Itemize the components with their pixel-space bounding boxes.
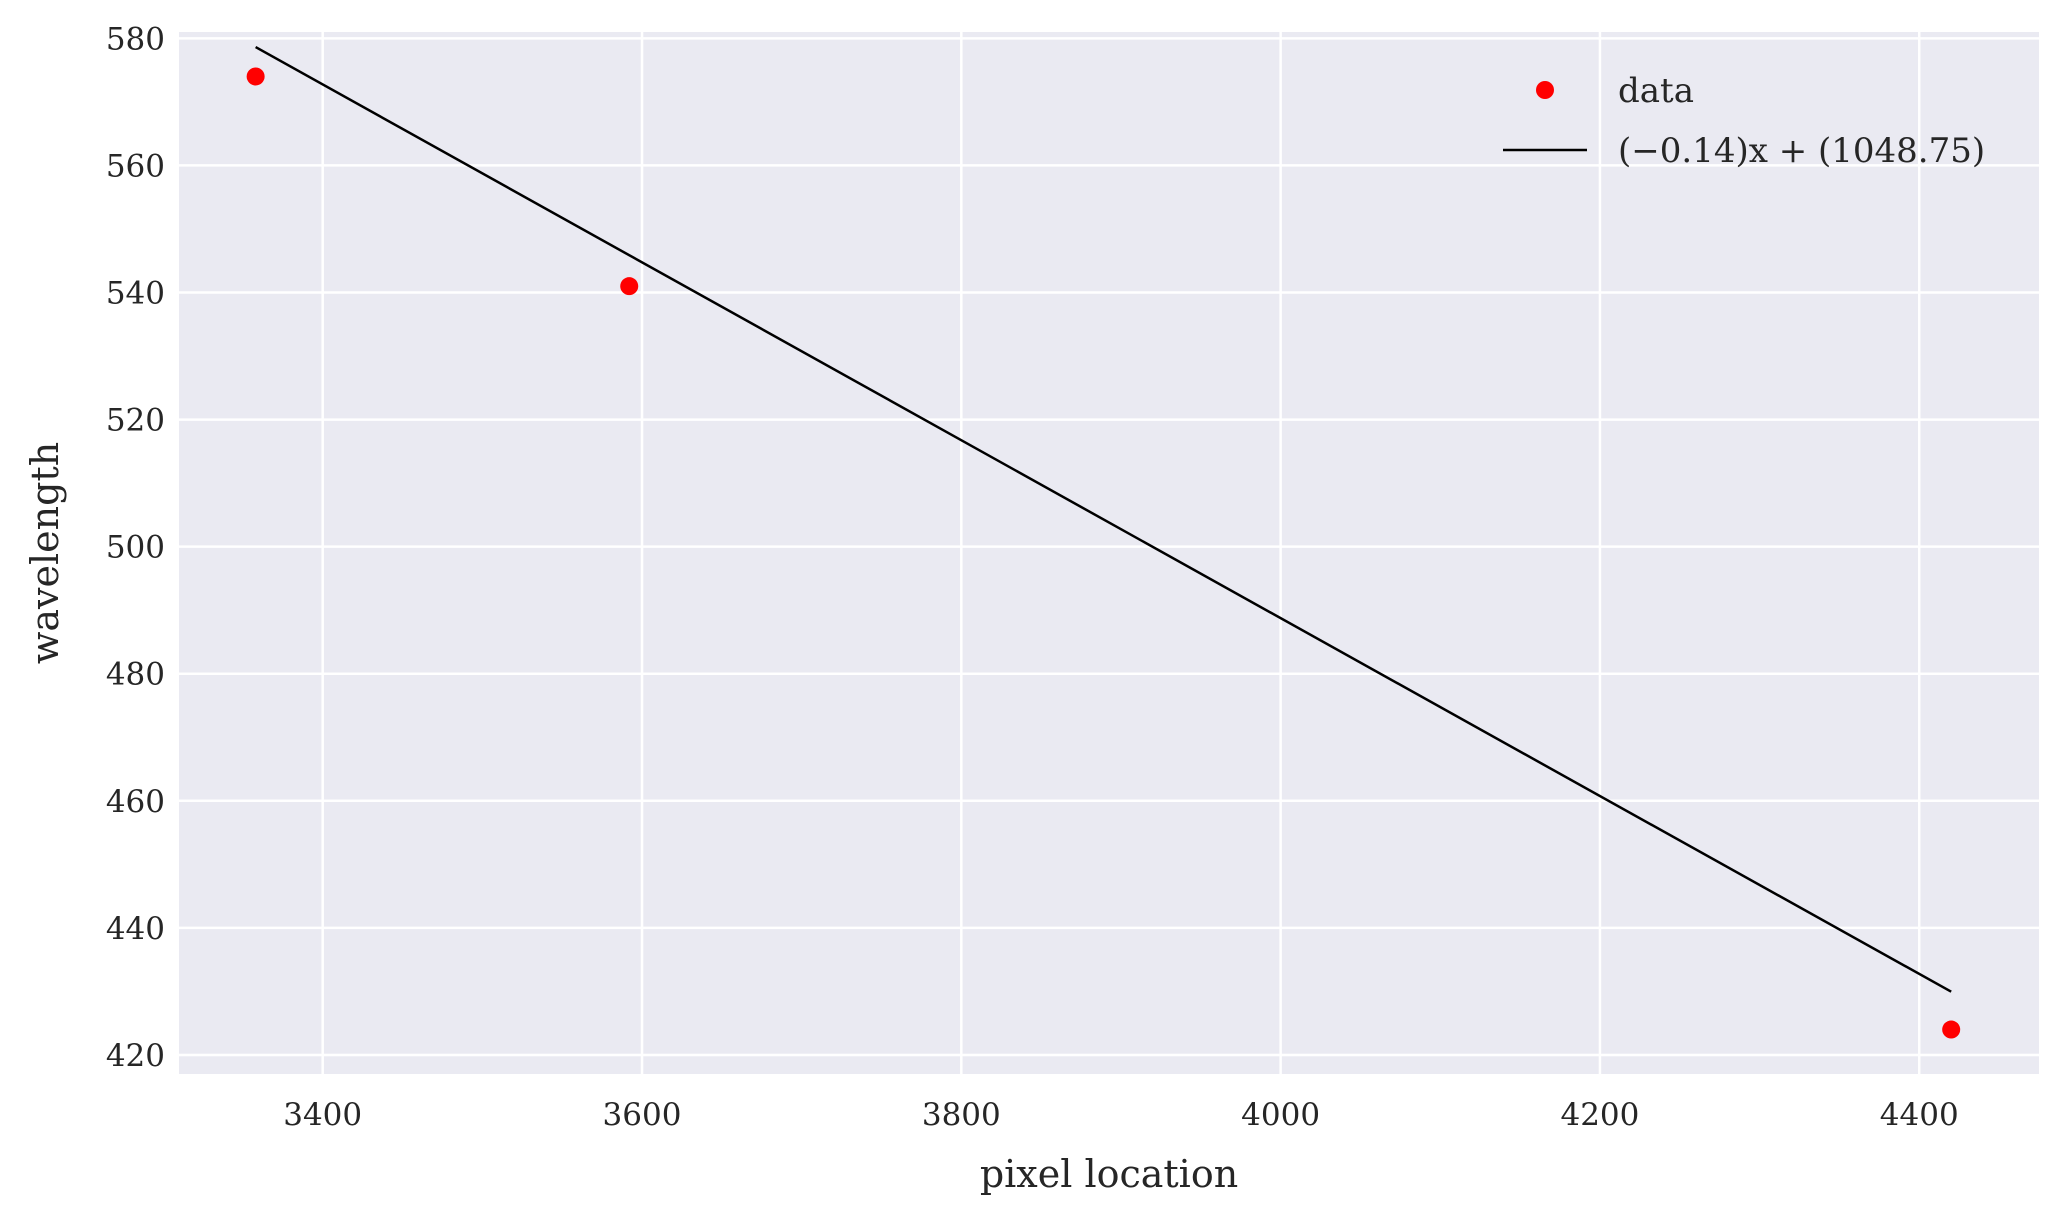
data-point	[246, 67, 265, 86]
y-tick-label: 540	[106, 276, 165, 312]
legend: data (−0.14)x + (1048.75)	[1503, 71, 1985, 171]
y-tick-label: 500	[106, 530, 165, 566]
grid	[179, 32, 2039, 1074]
x-tick-label: 3400	[283, 1097, 362, 1133]
x-tick-label: 4400	[1880, 1097, 1959, 1133]
y-tick-label: 420	[106, 1038, 165, 1074]
y-tick-label: 520	[106, 403, 165, 439]
x-tick-labels: 3400 3600 3800 4000 4200 4400	[283, 1097, 1958, 1133]
y-tick-label: 460	[106, 784, 165, 820]
y-tick-labels: 420 440 460 480 500 520 540 560 580	[106, 21, 165, 1074]
x-tick-label: 4200	[1560, 1097, 1639, 1133]
legend-data-marker	[1536, 81, 1554, 99]
fit-line	[255, 45, 1952, 993]
series-layer	[246, 45, 1961, 1039]
y-axis-label: wavelength	[23, 442, 67, 664]
x-tick-label: 4000	[1241, 1097, 1320, 1133]
y-tick-label: 580	[106, 21, 165, 57]
y-tick-label: 480	[106, 657, 165, 693]
plot-area	[179, 32, 2039, 1074]
y-tick-label: 440	[106, 911, 165, 947]
x-tick-label: 3600	[603, 1097, 682, 1133]
x-tick-label: 3800	[922, 1097, 1001, 1133]
data-point	[1942, 1020, 1961, 1039]
y-tick-label: 560	[106, 148, 165, 184]
data-point	[620, 277, 639, 296]
legend-data-label: data	[1618, 71, 1694, 111]
legend-fit-line-label: (−0.14)x + (1048.75)	[1618, 131, 1985, 171]
x-axis-label: pixel location	[980, 1152, 1238, 1196]
